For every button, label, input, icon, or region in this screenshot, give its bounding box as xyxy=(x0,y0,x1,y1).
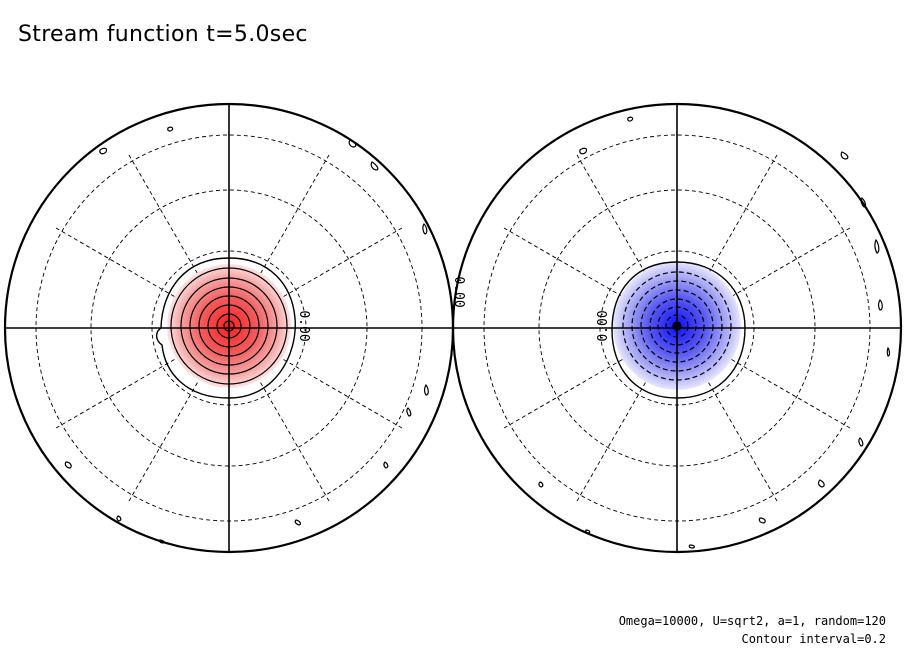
left-hemisphere: 0.00 xyxy=(3,102,455,554)
right-zero-contour-label: 0.00 xyxy=(596,310,611,341)
middle-zero-contour-label: 0.00 xyxy=(451,276,466,307)
right-hemisphere: 0.00 xyxy=(451,102,903,554)
right-axes xyxy=(453,104,901,552)
parameters-note: Omega=10000, U=sqrt2, a=1, random=120 xyxy=(618,614,886,628)
plot-title: Stream function t=5.0sec xyxy=(18,22,308,47)
left-zero-contour-label: 0.00 xyxy=(296,310,311,341)
contour-interval-note: Contour interval=0.2 xyxy=(741,632,887,646)
right-boundary-circle xyxy=(451,102,903,554)
left-axes xyxy=(5,104,453,552)
